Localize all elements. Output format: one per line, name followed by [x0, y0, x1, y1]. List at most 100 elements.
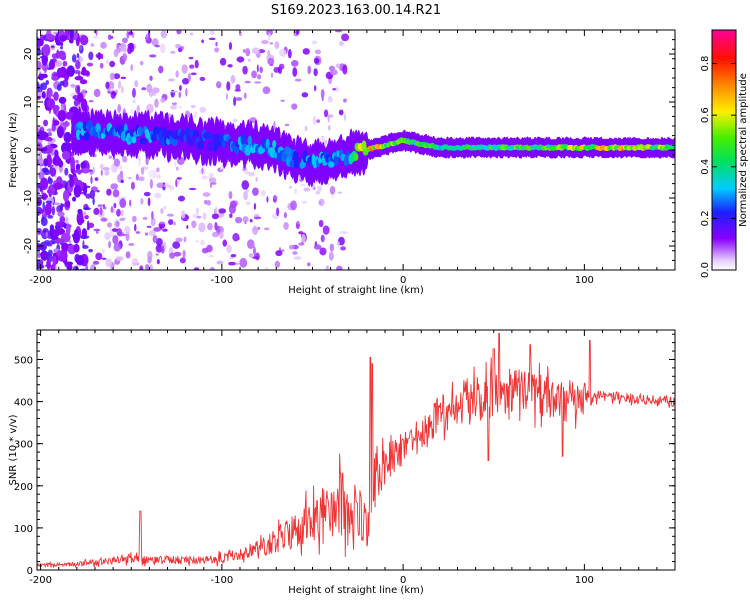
- noise-blob: [188, 187, 197, 191]
- y-tick-label: 0: [23, 147, 34, 153]
- noise-blob: [201, 167, 204, 175]
- noise-blob: [246, 239, 255, 250]
- noise-blob: [112, 234, 119, 245]
- noise-blob: [261, 40, 269, 45]
- noise-blob: [217, 82, 221, 85]
- noise-blob: [149, 264, 153, 270]
- noise-blob: [79, 79, 88, 85]
- noise-blob: [339, 231, 348, 235]
- noise-blob: [82, 245, 89, 249]
- noise-blob: [287, 48, 292, 59]
- noise-blob: [40, 250, 49, 261]
- noise-blob: [56, 125, 64, 139]
- noise-blob: [149, 178, 153, 189]
- noise-blob: [214, 47, 220, 53]
- ridge-core: [82, 121, 88, 132]
- noise-blob: [151, 210, 154, 220]
- noise-blob: [146, 225, 152, 229]
- noise-blob: [61, 242, 69, 252]
- noise-blob: [276, 207, 280, 217]
- noise-blob: [47, 214, 54, 219]
- noise-blob: [329, 185, 336, 195]
- noise-blob: [336, 265, 343, 270]
- noise-blob: [175, 166, 179, 171]
- noise-blob: [259, 66, 263, 74]
- noise-blob: [55, 238, 64, 244]
- noise-blob: [125, 251, 131, 259]
- noise-blob: [146, 83, 153, 93]
- noise-blob: [325, 265, 330, 270]
- noise-blob: [66, 264, 73, 270]
- noise-blob: [64, 199, 71, 208]
- noise-blob: [115, 256, 124, 262]
- noise-blob: [81, 167, 90, 174]
- y-tick-label: 500: [14, 355, 33, 366]
- noise-blob: [37, 91, 44, 97]
- noise-blob: [73, 184, 82, 198]
- noise-blob: [181, 78, 190, 85]
- noise-blob: [189, 64, 195, 69]
- noise-blob: [294, 188, 297, 195]
- noise-blob: [38, 170, 45, 180]
- noise-blob: [143, 191, 151, 197]
- noise-blob: [45, 231, 49, 238]
- noise-blob: [328, 125, 331, 131]
- noise-blob: [119, 217, 126, 222]
- noise-blob: [134, 80, 139, 88]
- noise-blob: [135, 173, 139, 181]
- noise-blob: [248, 171, 255, 177]
- noise-blob: [120, 179, 124, 184]
- snr-x-axis-label: Height of straight line (km): [288, 585, 424, 596]
- colorbar-tick-label: 0.2: [700, 210, 711, 226]
- noise-blob: [268, 32, 271, 41]
- noise-blob: [52, 255, 57, 267]
- noise-blob: [43, 119, 49, 127]
- noise-blob: [54, 202, 61, 206]
- noise-blob: [266, 196, 269, 203]
- x-tick-label: 100: [575, 275, 594, 286]
- noise-blob: [84, 214, 89, 220]
- noise-blob: [57, 211, 65, 217]
- noise-blob: [255, 252, 260, 261]
- noise-blob: [219, 231, 224, 239]
- noise-blob: [211, 182, 217, 185]
- noise-blob: [215, 206, 218, 216]
- noise-blob: [69, 174, 74, 188]
- noise-blob: [262, 86, 271, 95]
- noise-blob: [116, 208, 121, 217]
- noise-blob: [54, 60, 63, 67]
- noise-blob: [300, 183, 306, 187]
- noise-blob: [236, 236, 240, 241]
- ridge-core: [205, 132, 213, 140]
- colorbar: 0.0 0.2 0.4 0.6 0.8 Normalized spectral ampl…: [700, 29, 749, 278]
- noise-blob: [120, 209, 124, 217]
- noise-blob: [45, 34, 56, 41]
- noise-blob: [260, 189, 266, 197]
- noise-blob: [95, 231, 99, 234]
- noise-blob: [40, 216, 48, 227]
- noise-blob: [295, 30, 300, 35]
- noise-blob: [89, 170, 93, 176]
- noise-blob: [75, 255, 85, 266]
- noise-blob: [214, 221, 218, 231]
- noise-blob: [62, 121, 70, 127]
- noise-blob: [102, 206, 107, 210]
- noise-blob: [112, 189, 120, 198]
- noise-blob: [206, 200, 212, 206]
- noise-blob: [242, 216, 249, 223]
- y-tick-label: -10: [23, 190, 34, 206]
- noise-blob: [105, 81, 110, 90]
- noise-blob: [228, 191, 233, 200]
- colorbar-tick-label: 0.6: [700, 107, 711, 123]
- noise-blob: [142, 216, 148, 220]
- noise-blob: [122, 37, 128, 44]
- noise-blob: [113, 49, 119, 58]
- noise-blob: [53, 91, 59, 101]
- noise-blob: [273, 120, 276, 131]
- noise-blob: [177, 195, 186, 202]
- x-tick-label: 100: [575, 575, 594, 586]
- noise-blob: [95, 252, 103, 261]
- noise-blob: [181, 64, 188, 74]
- noise-blob: [107, 222, 112, 228]
- noise-blob: [337, 241, 340, 247]
